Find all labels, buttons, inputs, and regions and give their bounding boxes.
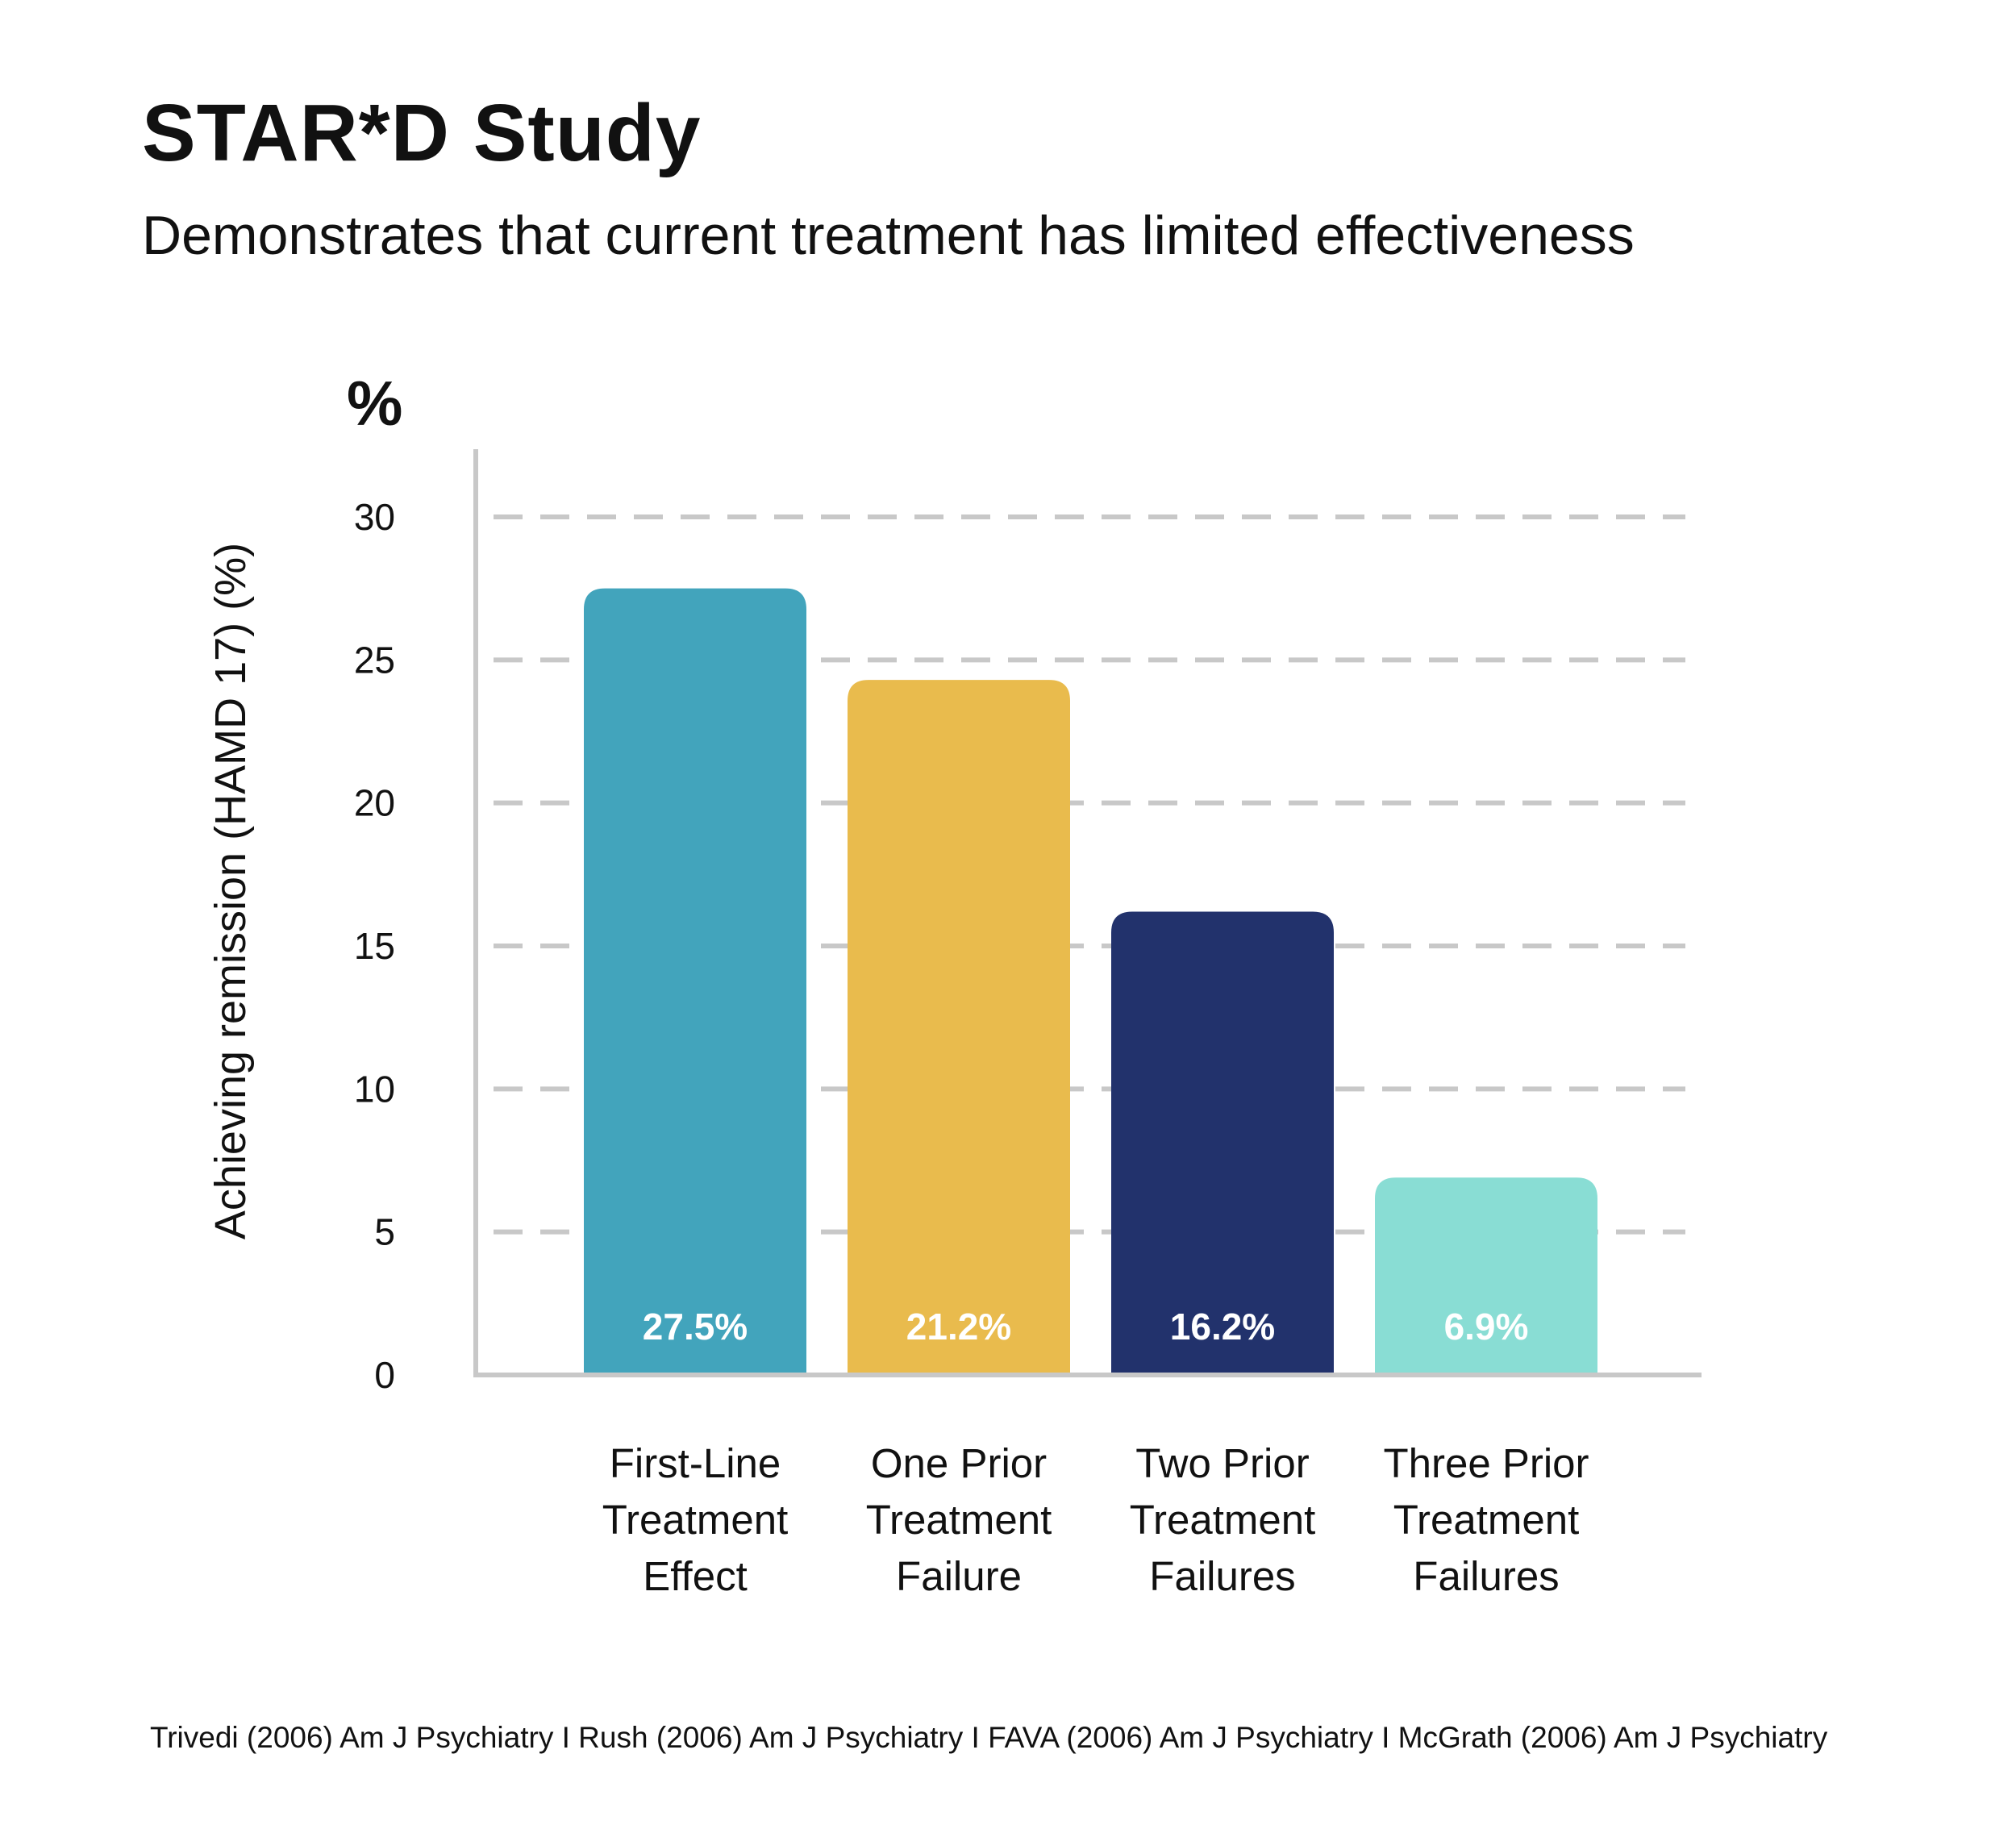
category-label-line: Treatment [866, 1497, 1052, 1543]
category-label-line: Treatment [1130, 1497, 1316, 1543]
axes [473, 449, 1702, 1377]
labels: 0 5 10 15 20 25 30 27.5% First-Line Treatment Effe… [206, 496, 1589, 1599]
category-label-line: Failure [896, 1553, 1022, 1599]
category-label-line: Two Prior [1135, 1440, 1309, 1486]
category-label-line: Failures [1149, 1553, 1295, 1599]
category-label-4: Three Prior Treatment Failures [1383, 1440, 1589, 1599]
y-axis-title: Achieving remission (HAMD 17) (%) [206, 543, 255, 1239]
unit-label: % [347, 368, 403, 439]
category-label-line: Treatment [602, 1497, 789, 1543]
y-tick-label-25: 25 [354, 639, 395, 681]
citation-footer: Trivedi (2006) Am J Psychiatry I Rush (2… [150, 1721, 1828, 1754]
category-label-line: Treatment [1393, 1497, 1580, 1543]
category-label-1: First-Line Treatment Effect [602, 1440, 789, 1599]
y-tick-label-10: 10 [354, 1068, 395, 1110]
y-tick-label-0: 0 [374, 1354, 395, 1396]
bar-4 [1375, 1177, 1597, 1375]
category-label-line: Three Prior [1383, 1440, 1589, 1486]
bar-2 [848, 680, 1070, 1375]
bar-chart: 0 5 10 15 20 25 30 27.5% First-Line Treatment Effe… [206, 449, 1702, 1599]
data-label-1: 27.5% [643, 1306, 748, 1348]
data-label-2: 21.2% [906, 1306, 1011, 1348]
bar-1 [584, 588, 806, 1375]
y-tick-label-5: 5 [374, 1211, 395, 1253]
y-tick-label-20: 20 [354, 782, 395, 824]
bars [584, 588, 1597, 1375]
data-label-4: 6.9% [1444, 1306, 1529, 1348]
category-label-line: First-Line [610, 1440, 781, 1486]
category-label-line: Effect [643, 1553, 747, 1599]
chart-subtitle: Demonstrates that current treatment has … [142, 205, 1635, 266]
chart-title: STAR*D Study [142, 88, 702, 178]
bar-3 [1111, 911, 1334, 1375]
category-label-3: Two Prior Treatment Failures [1130, 1440, 1316, 1599]
y-tick-label-15: 15 [354, 925, 395, 967]
y-tick-label-30: 30 [354, 496, 395, 538]
data-label-3: 16.2% [1170, 1306, 1275, 1348]
category-label-2: One Prior Treatment Failure [866, 1440, 1052, 1599]
category-label-line: One Prior [871, 1440, 1047, 1486]
category-label-line: Failures [1413, 1553, 1559, 1599]
